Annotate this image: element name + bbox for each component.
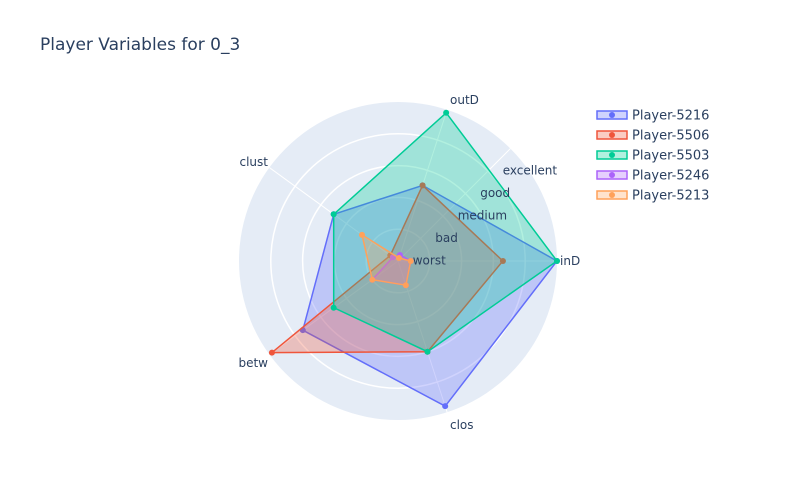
data-point-betw [268, 349, 275, 356]
series-Player-5506 [268, 182, 506, 356]
legend-label: Player-5213 [632, 189, 709, 204]
axis-label-clos: clos [450, 418, 474, 432]
legend-item[interactable]: Player-5216 [596, 109, 709, 124]
legend-label: Player-5506 [632, 129, 709, 144]
radial-tick-bad: bad [435, 231, 458, 245]
legend-item[interactable]: Player-5506 [596, 129, 709, 144]
legend-label: Player-5246 [632, 169, 709, 184]
series-layer [268, 109, 560, 410]
legend-label: Player-5503 [632, 149, 709, 164]
chart-title: Player Variables for 0_3 [40, 35, 240, 55]
legend-item[interactable]: Player-5246 [596, 169, 709, 184]
data-point-clust [358, 231, 365, 238]
data-point-outD [443, 109, 450, 116]
series-Player-5503 [330, 109, 560, 355]
data-point-outD [395, 254, 402, 261]
data-point-outD [419, 182, 426, 189]
legend-marker [609, 152, 615, 158]
legend-label: Player-5216 [632, 109, 709, 124]
radial-tick-good: good [480, 186, 510, 200]
data-point-betw [369, 276, 376, 283]
series-area [301, 184, 559, 408]
data-point-clos [424, 348, 431, 355]
legend-item[interactable]: Player-5213 [596, 189, 709, 204]
series-area [269, 184, 504, 354]
legend-marker [609, 172, 615, 178]
legend: Player-5216 Player-5506 Player-5503 Player-… [596, 109, 709, 204]
legend-marker [609, 192, 615, 198]
radial-axis-line [397, 148, 511, 262]
radial-tick-medium: medium [458, 208, 507, 222]
axis-label-outD: outD [450, 93, 479, 107]
legend-item[interactable]: Player-5503 [596, 149, 709, 164]
series-Player-5213 [358, 231, 414, 289]
axis-label-inD: inD [560, 254, 580, 268]
axis-label-betw: betw [238, 356, 268, 370]
data-point-betw [330, 304, 337, 311]
data-point-clust [330, 211, 337, 218]
data-point-clos [442, 403, 449, 410]
radial-tick-worst: worst [413, 253, 446, 267]
radial-tick-excellent: excellent [503, 163, 558, 177]
data-point-inD [499, 258, 506, 264]
data-point-clos [402, 282, 409, 289]
axis-label-clust: clust [240, 155, 269, 169]
legend-marker [609, 132, 615, 138]
legend-marker [609, 112, 615, 118]
data-point-inD [407, 258, 414, 264]
data-point-inD [554, 258, 560, 264]
series-area [332, 111, 559, 353]
